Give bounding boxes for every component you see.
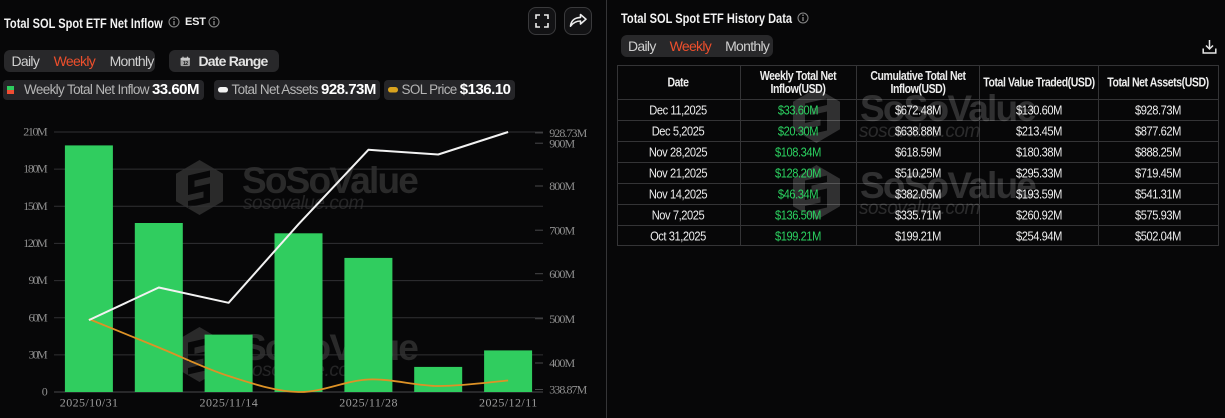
svg-text:30M: 30M [29,348,49,362]
svg-text:500M: 500M [549,312,575,326]
svg-text:2025/12/11: 2025/12/11 [479,395,537,409]
svg-text:2025/11/28: 2025/11/28 [339,395,397,409]
svg-text:180M: 180M [23,162,48,176]
svg-text:700M: 700M [549,223,575,237]
svg-text:150M: 150M [23,199,48,213]
svg-text:0: 0 [42,385,48,399]
svg-text:210M: 210M [23,125,48,139]
svg-text:400M: 400M [549,356,575,370]
svg-text:928.73M: 928.73M [549,126,587,140]
svg-text:900M: 900M [549,136,575,150]
svg-text:800M: 800M [549,179,575,193]
svg-text:2025/11/14: 2025/11/14 [200,395,258,409]
svg-text:2025/10/31: 2025/10/31 [60,395,118,409]
svg-text:338.87M: 338.87M [549,383,587,397]
svg-text:12: 12 [183,60,188,66]
svg-text:600M: 600M [549,267,575,281]
svg-text:120M: 120M [23,236,48,250]
svg-text:90M: 90M [29,273,49,287]
svg-text:60M: 60M [29,310,49,324]
